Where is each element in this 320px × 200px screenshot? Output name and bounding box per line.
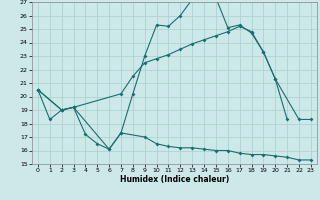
X-axis label: Humidex (Indice chaleur): Humidex (Indice chaleur) bbox=[120, 175, 229, 184]
